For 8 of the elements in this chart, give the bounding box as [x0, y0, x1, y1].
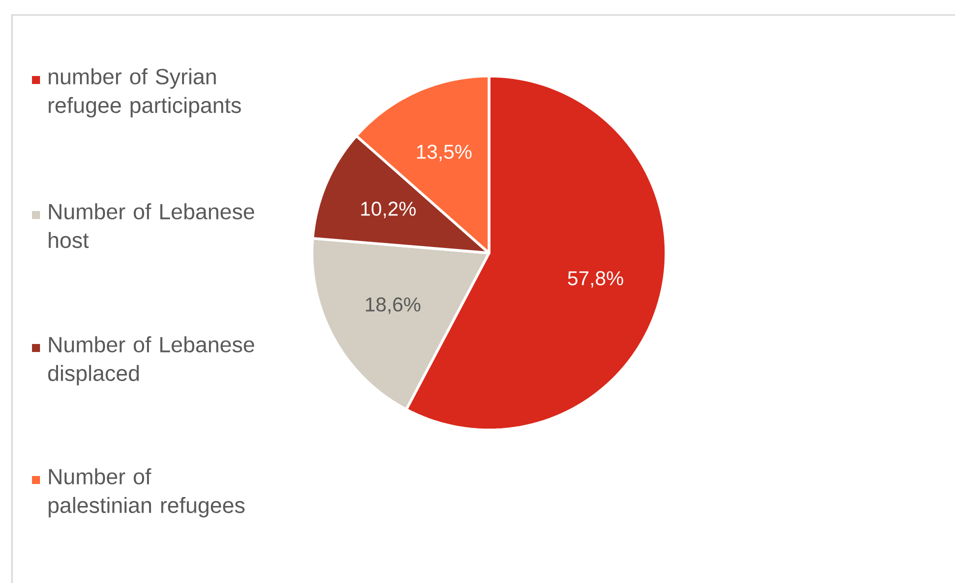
legend-label: number of Syrian refugee participants	[48, 68, 241, 118]
data-label: 57,8%	[568, 271, 624, 288]
data-label: 18,6%	[366, 297, 420, 314]
legend-label: Number of Lebanese host	[48, 203, 254, 248]
data-label: 10,2%	[361, 202, 416, 218]
legend-label: Number of palestinian refugees	[48, 468, 245, 518]
legend-label: Number of Lebanese displaced	[48, 336, 254, 386]
data-label: 13,5%	[417, 144, 472, 162]
